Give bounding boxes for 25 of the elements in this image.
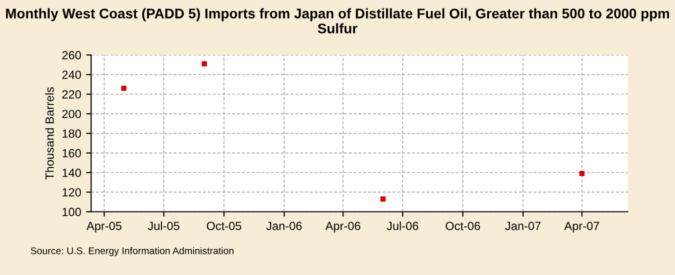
y-tick-label: 260 xyxy=(62,51,81,60)
y-tick-label: 200 xyxy=(62,110,81,118)
x-tick-label: Jan-07 xyxy=(505,222,540,230)
y-tick-label: 100 xyxy=(62,208,81,216)
point xyxy=(121,86,126,91)
x-tick-label: Apr-07 xyxy=(564,222,600,232)
y-tick-label: 180 xyxy=(62,129,81,138)
point xyxy=(202,61,207,66)
y-axis-title: Thousand Barrels xyxy=(45,87,54,180)
chart-title: Monthly West Coast (PADD 5) Imports from Japan of Distillate Fuel Oil, Greater than 500 to 2000 ppm Sulfur xyxy=(6,8,670,34)
x-tick-label: Apr-05 xyxy=(86,222,122,232)
y-tick-label: 220 xyxy=(62,90,81,99)
x-tick-label: Apr-06 xyxy=(325,222,360,232)
y-tick-label: 140 xyxy=(62,168,81,177)
y-tick-label: 160 xyxy=(62,149,81,158)
y-tick-label: 120 xyxy=(62,188,81,197)
y-tick-label: 240 xyxy=(62,70,81,79)
x-tick-label: Oct-05 xyxy=(206,222,242,230)
x-tick-label: Oct-06 xyxy=(446,222,480,230)
x-tick-label: Jan-06 xyxy=(266,222,302,230)
point xyxy=(579,170,585,176)
x-tick-label: Jul-06 xyxy=(386,221,418,230)
point xyxy=(380,196,386,202)
x-tick-label: Jul-05 xyxy=(148,221,180,230)
source-note: Source: U.S. Energy Information Administration xyxy=(30,247,234,256)
